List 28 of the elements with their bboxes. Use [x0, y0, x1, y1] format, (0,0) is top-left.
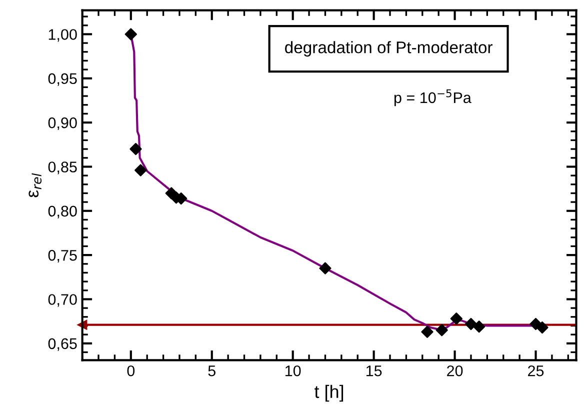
point — [436, 324, 448, 336]
annotation: degradation of Pt-moderator — [285, 41, 493, 57]
point — [464, 318, 478, 330]
x-tick-label: 0 — [127, 365, 135, 376]
x-tick-label: 20 — [447, 365, 463, 376]
y-tick-label: 0,85 — [48, 162, 77, 174]
y-tick-label: 0,80 — [48, 206, 77, 218]
x-tick-label: 10 — [286, 365, 301, 376]
annotation: p = 10$^{−5}$Pa — [394, 89, 472, 106]
point — [319, 262, 332, 274]
y-axis-title: ε$_{rel}$ — [28, 173, 42, 198]
y-tick-label: 0,65 — [48, 338, 77, 351]
point — [473, 320, 486, 333]
y-tick-label: 0,70 — [48, 294, 77, 307]
point — [134, 164, 147, 176]
y-tick-label: 0,75 — [48, 250, 77, 263]
point — [536, 321, 548, 334]
y-tick-label: 0,90 — [48, 117, 77, 130]
x-axis-title: t [h] — [314, 384, 344, 402]
x-tick-label: 15 — [366, 366, 382, 376]
point — [421, 326, 434, 338]
point — [130, 142, 142, 156]
x-tick-label: 5 — [208, 366, 216, 376]
y-tick-label: 1,00 — [48, 29, 77, 42]
x-tick-label: 25 — [528, 365, 544, 376]
point — [450, 312, 462, 325]
point — [124, 28, 137, 40]
y-tick-label: 0,95 — [48, 73, 77, 86]
